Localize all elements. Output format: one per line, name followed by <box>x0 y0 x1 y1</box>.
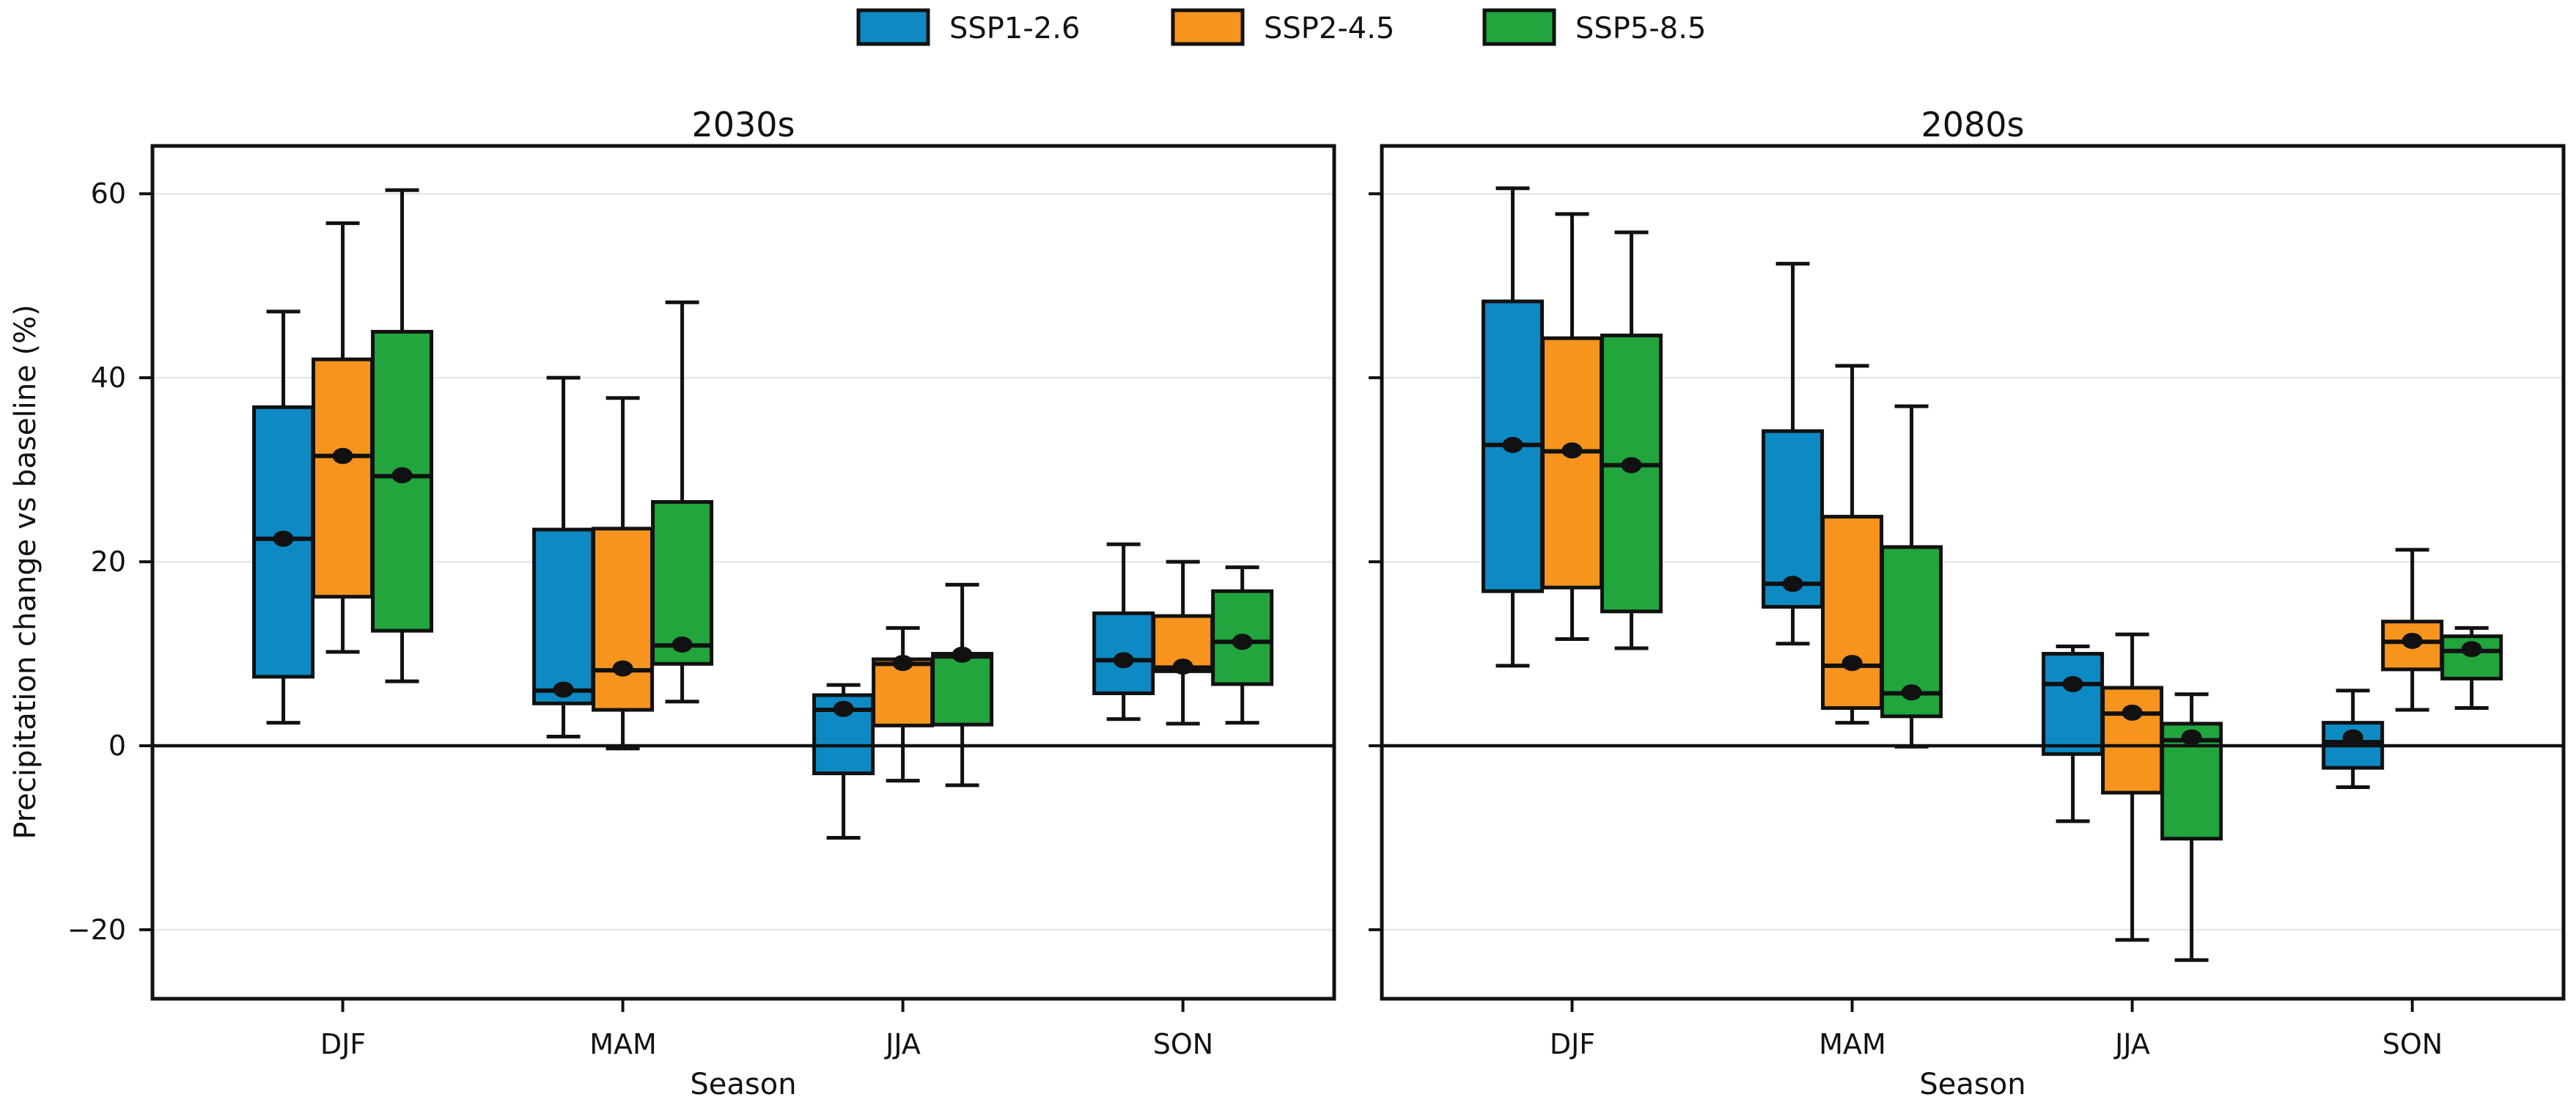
y-tick-label: 60 <box>91 177 126 210</box>
box-2080s-JJA-SSP2-4.5 <box>2101 686 2164 795</box>
box-2080s-SON-SSP1-2.6-mean-marker <box>2342 729 2363 746</box>
y-tick-label: −20 <box>67 914 126 946</box>
box-2080s-DJF-SSP5-8.5 <box>1600 333 1663 614</box>
box-2030s-SON-SSP1-2.6-mean-marker <box>1113 652 1134 669</box>
box-2080s-DJF-SSP5-8.5-mean-marker <box>1621 457 1642 474</box>
legend-swatch-ssp2 <box>1171 8 1245 46</box>
legend: SSP1-2.6 SSP2-4.5 SSP5-8.5 <box>856 8 1706 46</box>
box-2080s-DJF-SSP2-4.5 <box>1541 336 1604 590</box>
box-2080s-MAM-SSP1-2.6 <box>1762 429 1825 609</box>
panel-border <box>150 144 1336 1001</box>
box-2030s-DJF-SSP2-4.5 <box>312 357 375 599</box>
box-2030s-JJA-SSP2-4.5-mean-marker <box>892 655 913 672</box>
box-2030s-JJA-SSP5-8.5-mean-marker <box>952 646 973 663</box>
box-2080s-JJA-SSP1-2.6-mean-marker <box>2062 675 2083 692</box>
x-tick-label: DJF <box>1550 1028 1595 1060</box>
box-2030s-JJA-SSP5-8.5 <box>931 652 994 727</box>
box-2080s-JJA-SSP5-8.5 <box>2160 722 2223 841</box>
box-2030s-MAM-SSP2-4.5 <box>592 527 655 712</box>
box-2080s-JJA-SSP2-4.5-mean-marker <box>2121 704 2143 721</box>
box-2030s-MAM-SSP2-4.5-mean-marker <box>612 660 633 677</box>
box-2080s-MAM-SSP5-8.5-mean-marker <box>1901 684 1922 701</box>
box-2030s-DJF-SSP1-2.6-mean-marker <box>273 530 294 547</box>
y-tick-label: 20 <box>91 546 126 578</box>
x-tick-label: DJF <box>320 1028 366 1060</box>
y-tick-label: 40 <box>91 362 126 394</box>
box-2030s-SON-SSP2-4.5-mean-marker <box>1172 658 1193 675</box>
box-2080s-MAM-SSP2-4.5 <box>1821 515 1884 711</box>
box-2080s-MAM-SSP2-4.5-mean-marker <box>1841 655 1863 672</box>
legend-swatch-ssp1 <box>856 8 930 46</box>
box-2080s-DJF-SSP2-4.5-mean-marker <box>1561 442 1583 459</box>
legend-swatch-ssp5 <box>1482 8 1556 46</box>
panel-border <box>1380 144 2566 1001</box>
box-2030s-SON-SSP1-2.6 <box>1092 611 1155 695</box>
x-tick-label: MAM <box>1819 1028 1886 1060</box>
box-2080s-JJA-SSP1-2.6 <box>2042 652 2105 756</box>
x-axis-label-left: Season <box>690 1068 796 1101</box>
x-tick-label: JJA <box>884 1028 921 1060</box>
legend-label-ssp1: SSP1-2.6 <box>949 12 1080 45</box>
legend-label-ssp2: SSP2-4.5 <box>1264 12 1394 45</box>
box-2080s-JJA-SSP5-8.5-mean-marker <box>2181 729 2202 746</box>
box-2080s-SON-SSP5-8.5-mean-marker <box>2461 641 2482 658</box>
box-2030s-MAM-SSP5-8.5-mean-marker <box>671 636 693 653</box>
x-axis-label-right: Season <box>1919 1068 2025 1101</box>
box-2030s-SON-SSP5-8.5-mean-marker <box>1232 634 1253 650</box>
legend-label-ssp5: SSP5-8.5 <box>1575 12 1706 45</box>
y-axis-label: Precipitation change vs baseline (%) <box>9 304 43 839</box>
y-tick-labels: 60 40 20 0 −20 <box>67 177 126 946</box>
panel-title-right: 2080s <box>1921 105 2024 144</box>
box-2080s-DJF-SSP1-2.6-mean-marker <box>1502 436 1523 453</box>
x-tick-labels: DJF MAM JJA SON DJF MAM JJA SON <box>320 1028 2443 1060</box>
panel-2080s <box>1369 144 2566 1012</box>
x-tick-label: SON <box>2382 1028 2443 1060</box>
box-2030s-DJF-SSP5-8.5-mean-marker <box>391 467 413 484</box>
x-tick-label: SON <box>1153 1028 1213 1060</box>
box-2080s-SON-SSP2-4.5-mean-marker <box>2402 632 2423 649</box>
box-2080s-MAM-SSP1-2.6-mean-marker <box>1782 576 1803 592</box>
x-tick-label: JJA <box>2113 1028 2150 1060</box>
box-2030s-MAM-SSP1-2.6-mean-marker <box>553 681 574 698</box>
box-2030s-DJF-SSP2-4.5-mean-marker <box>332 447 353 464</box>
box-2030s-MAM-SSP1-2.6 <box>532 527 595 705</box>
box-2030s-JJA-SSP1-2.6-mean-marker <box>833 700 854 717</box>
x-tick-label: MAM <box>589 1028 657 1060</box>
panel-2030s <box>139 144 1336 1012</box>
panel-title-left: 2030s <box>691 105 795 144</box>
y-tick-label: 0 <box>108 730 126 762</box>
